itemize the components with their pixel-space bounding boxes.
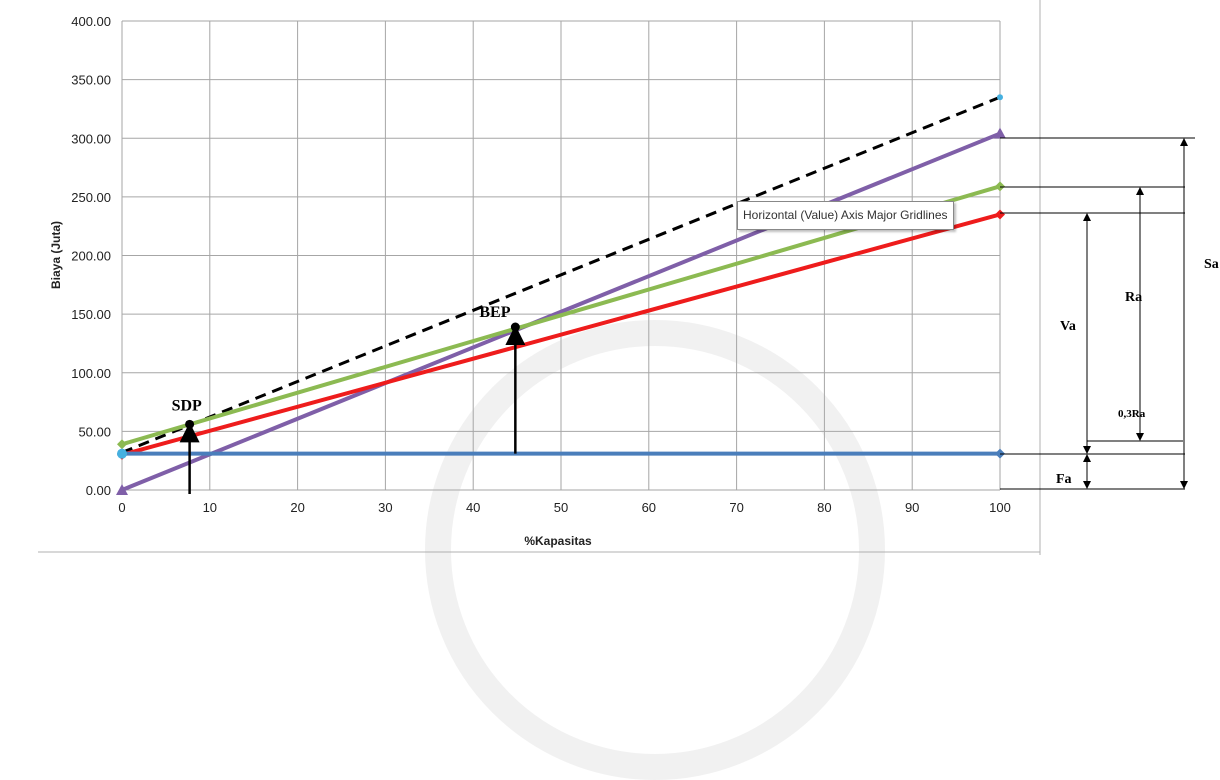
- x-tick-label: 70: [729, 500, 743, 515]
- point-sdp: [185, 419, 195, 429]
- x-axis-title: %Kapasitas: [524, 534, 592, 548]
- series-line-dashed: [121, 95, 1001, 454]
- chart-grid: [121, 20, 1001, 491]
- point-label-bep: BEP: [479, 304, 510, 321]
- point-bep: [510, 322, 520, 332]
- series-marker-purple: [116, 484, 128, 495]
- series-marker-green: [117, 439, 127, 450]
- x-tick-label: 40: [466, 500, 480, 515]
- x-tick-label: 80: [817, 500, 831, 515]
- cost-bracket-annotation: Sa Ra Va 0,3Ra Fa: [1000, 137, 1219, 490]
- x-tick-label: 50: [554, 500, 568, 515]
- y-tick-label: 200.00: [71, 249, 111, 264]
- series-marker-purple: [994, 127, 1006, 139]
- series-end-marker-dashed: [997, 94, 1003, 101]
- x-tick-label: 20: [290, 500, 304, 515]
- x-tick-label: 100: [989, 500, 1011, 515]
- x-tick-label: 30: [378, 500, 392, 515]
- series-marker-red: [995, 209, 1005, 220]
- chart-points: SDP BEP: [172, 304, 526, 494]
- y-tick-label: 100.00: [71, 366, 111, 381]
- y-tick-label: 300.00: [71, 131, 111, 146]
- chart-ticks: 0 10 20 30 40 50 60 70 80 90 100 0.00 50.00 100.00 150…: [71, 14, 1011, 515]
- series-line-red: [121, 212, 1001, 457]
- y-axis-title: Biaya (Juta): [49, 221, 63, 289]
- series-marker-green: [995, 181, 1005, 192]
- ra03-label: 0,3Ra: [1118, 408, 1146, 420]
- start-marker: [117, 448, 127, 459]
- point-label-sdp: SDP: [172, 397, 202, 414]
- gridlines-tooltip: Horizontal (Value) Axis Major Gridlines: [737, 201, 954, 230]
- y-tick-label: 50.00: [78, 424, 111, 439]
- y-tick-label: 350.00: [71, 73, 111, 88]
- x-tick-label: 0: [118, 500, 125, 515]
- chart: 0 10 20 30 40 50 60 70 80 90 100 0.00 50.00 100.00 150…: [38, 0, 1219, 555]
- x-tick-label: 90: [905, 500, 919, 515]
- series-line-purple: [121, 131, 1001, 492]
- y-tick-label: 400.00: [71, 14, 111, 29]
- x-tick-label: 60: [642, 500, 656, 515]
- va-label: Va: [1060, 319, 1076, 334]
- fa-label: Fa: [1056, 472, 1072, 487]
- x-tick-label: 10: [203, 500, 217, 515]
- y-tick-label: 0.00: [86, 483, 111, 498]
- sa-label: Sa: [1204, 257, 1219, 272]
- y-tick-label: 250.00: [71, 190, 111, 205]
- y-tick-label: 150.00: [71, 307, 111, 322]
- ra-label: Ra: [1125, 290, 1142, 305]
